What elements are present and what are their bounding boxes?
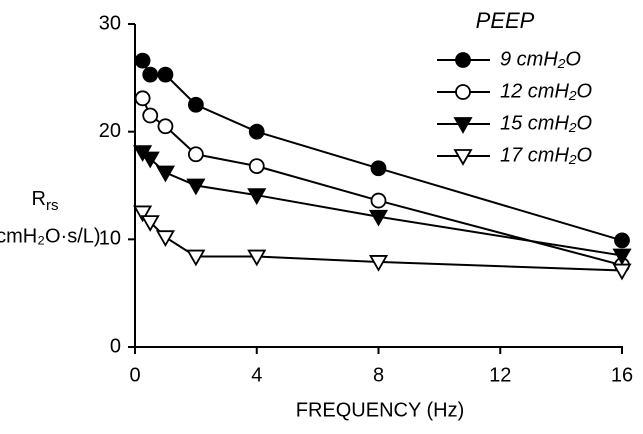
legend-title: PEEP (476, 8, 535, 33)
marker (155, 165, 175, 183)
x-tick-label: 16 (611, 364, 633, 386)
legend-label: 9 cmH₂O (500, 48, 581, 70)
marker (140, 151, 160, 169)
marker (612, 263, 632, 281)
marker (157, 66, 174, 83)
marker (247, 188, 267, 206)
x-axis-title: FREQUENCY (Hz) (296, 399, 465, 421)
marker (142, 66, 159, 83)
marker (370, 160, 387, 177)
marker (247, 249, 267, 267)
y-axis-title: Rrs (32, 188, 59, 214)
legend-marker (453, 149, 473, 166)
x-tick-label: 8 (373, 364, 384, 386)
legend-label: 15 cmH₂O (500, 112, 592, 134)
marker (134, 90, 151, 107)
marker (133, 205, 153, 223)
marker (614, 232, 630, 249)
x-tick-label: 0 (129, 364, 140, 386)
marker (370, 192, 387, 209)
legend-label: 17 cmH₂O (500, 144, 592, 166)
marker (134, 52, 151, 69)
legend-marker (455, 52, 471, 68)
marker (186, 178, 206, 196)
y-tick-label: 0 (110, 335, 121, 357)
marker (368, 209, 389, 227)
marker (157, 118, 174, 135)
y-axis-unit: (cmH₂O·s/L) (0, 225, 101, 247)
legend-marker (455, 84, 471, 100)
marker (248, 158, 265, 175)
y-tick-label: 30 (99, 12, 121, 34)
marker (155, 230, 175, 247)
marker (187, 146, 204, 163)
x-tick-label: 4 (251, 364, 262, 386)
marker (186, 249, 206, 267)
legend-marker (453, 117, 473, 134)
marker (187, 96, 204, 113)
y-tick-label: 10 (99, 228, 121, 250)
marker (140, 215, 160, 232)
y-tick-label: 20 (99, 120, 121, 142)
marker (612, 248, 632, 266)
x-tick-label: 12 (489, 364, 511, 386)
marker (368, 255, 389, 272)
marker (248, 123, 265, 140)
marker (142, 107, 159, 124)
legend-label: 12 cmH₂O (500, 80, 592, 102)
